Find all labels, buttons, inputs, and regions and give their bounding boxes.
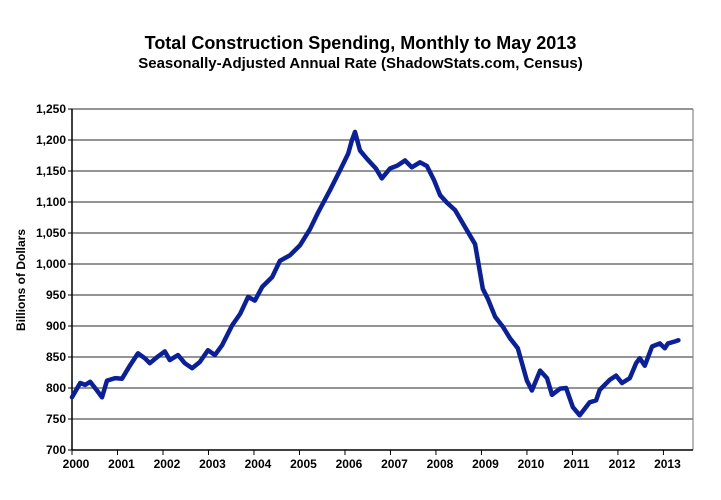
- y-tick-label: 900: [46, 319, 66, 333]
- y-tick-label: 1,100: [36, 195, 66, 209]
- y-tick-label: 1,250: [36, 102, 66, 116]
- x-tick-label: 2005: [290, 457, 317, 471]
- y-tick-label: 850: [46, 350, 66, 364]
- y-tick-label: 1,000: [36, 257, 66, 271]
- chart-title: Total Construction Spending, Monthly to …: [144, 33, 577, 53]
- y-axis-label: Billions of Dollars: [14, 229, 28, 331]
- x-tick-label: 2004: [245, 457, 272, 471]
- y-tick-label: 750: [46, 412, 66, 426]
- x-tick-label: 2007: [381, 457, 408, 471]
- x-tick-label: 2013: [654, 457, 681, 471]
- y-tick-label: 1,200: [36, 133, 66, 147]
- x-tick-label: 2002: [154, 457, 181, 471]
- x-tick-label: 2012: [609, 457, 636, 471]
- y-tick-label: 700: [46, 443, 66, 457]
- y-tick-label: 1,150: [36, 164, 66, 178]
- x-tick-label: 2003: [199, 457, 226, 471]
- x-tick-label: 2001: [108, 457, 135, 471]
- y-tick-label: 800: [46, 381, 66, 395]
- x-tick-label: 2010: [518, 457, 545, 471]
- x-tick-label: 2011: [563, 457, 589, 471]
- x-tick-label: 2000: [63, 457, 90, 471]
- x-tick-label: 2008: [427, 457, 454, 471]
- series-line: [69, 129, 681, 418]
- x-tick-label: 2009: [472, 457, 499, 471]
- y-tick-label: 1,050: [36, 226, 66, 240]
- chart-subtitle: Seasonally-Adjusted Annual Rate (ShadowS…: [138, 55, 583, 72]
- y-tick-label: 950: [46, 288, 66, 302]
- x-tick-label: 2006: [336, 457, 363, 471]
